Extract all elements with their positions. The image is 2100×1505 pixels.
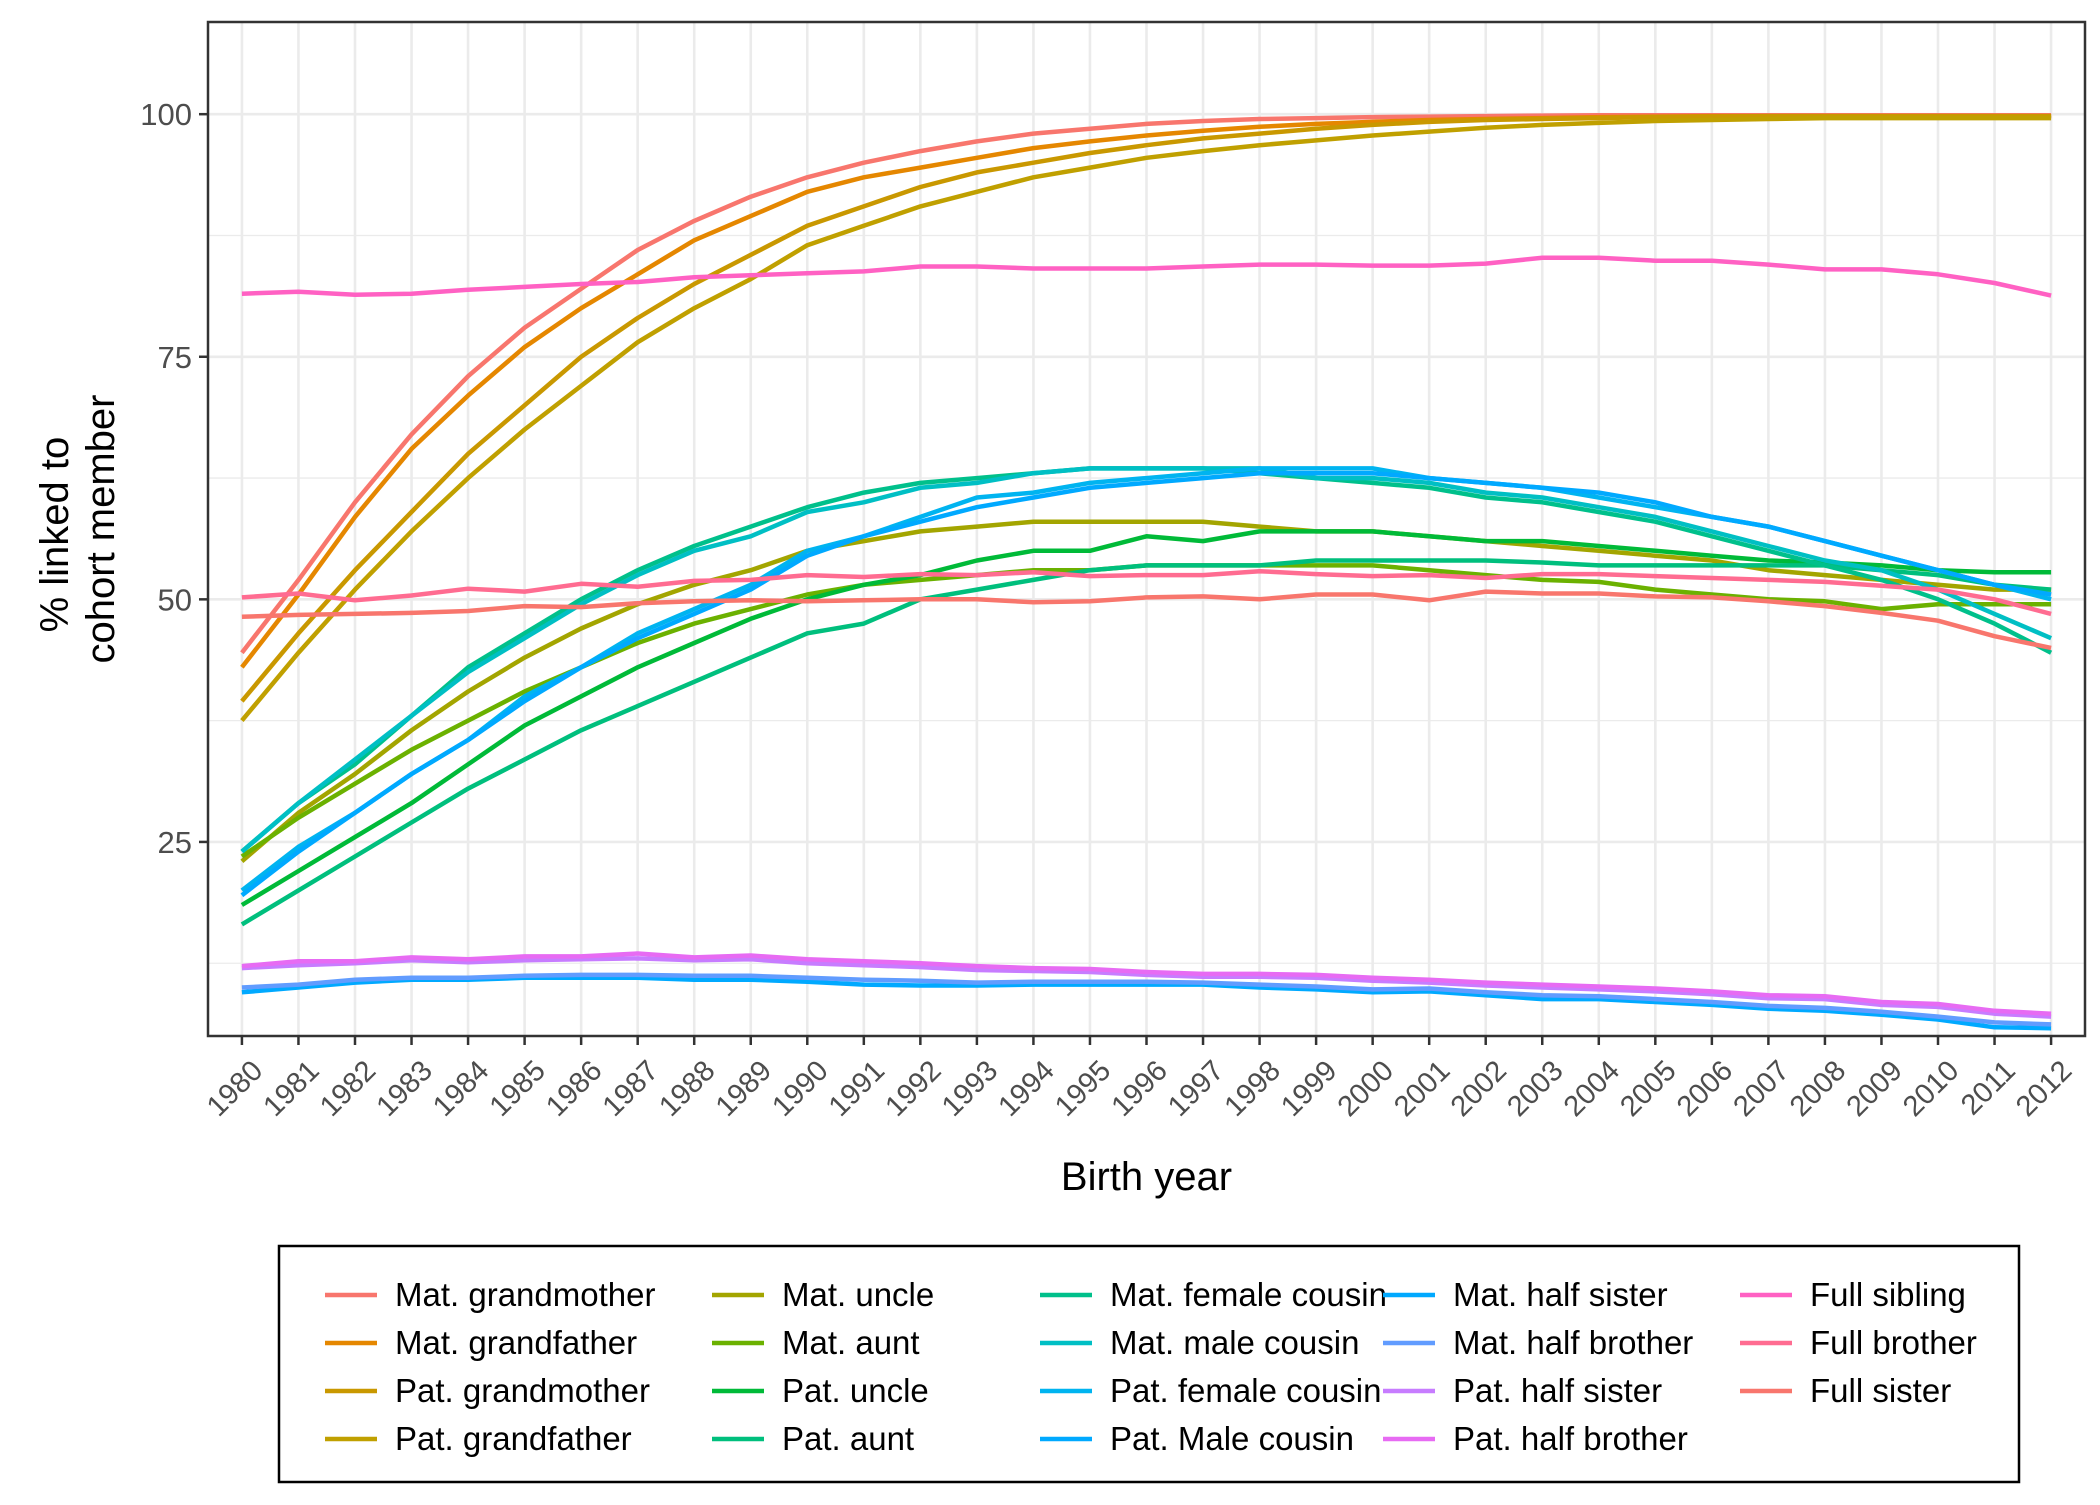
- y-tick-label: 25: [158, 825, 192, 860]
- legend-label: Full sister: [1810, 1372, 1951, 1409]
- x-tick-label: 2011: [1955, 1055, 2022, 1122]
- legend-label: Pat. Male cousin: [1110, 1420, 1354, 1457]
- series-line-7: [240, 558, 2052, 927]
- x-axis-title: Birth year: [1061, 1155, 1232, 1199]
- x-tick-label: 1983: [371, 1055, 439, 1123]
- x-tick-label: 2003: [1501, 1055, 1569, 1123]
- legend-label: Pat. half brother: [1453, 1420, 1688, 1457]
- legend-label: Full sibling: [1810, 1276, 1966, 1313]
- legend-box: [277, 1244, 2021, 1484]
- series-line-18: [241, 589, 2052, 651]
- legend-label: Mat. grandmother: [395, 1276, 655, 1313]
- x-tick-label: 2000: [1332, 1055, 1400, 1123]
- x-tick-label: 1993: [936, 1055, 1004, 1123]
- x-tick-label: 2004: [1558, 1055, 1626, 1123]
- legend: Mat. grandmother Mat. grandfather Pat. gra…: [325, 1276, 1977, 1457]
- x-tick-label: 1995: [1049, 1055, 1117, 1123]
- legend-label: Mat. uncle: [782, 1276, 934, 1313]
- series-line-16: [241, 255, 2052, 298]
- series-line-3: [240, 115, 2052, 723]
- x-tick-label: 1991: [823, 1055, 891, 1123]
- legend-label: Pat. female cousin: [1110, 1372, 1381, 1409]
- x-tick-label: 2008: [1784, 1055, 1852, 1123]
- series-line-15: [241, 951, 2052, 1016]
- x-tick-label: 1985: [484, 1055, 552, 1123]
- series-line-9: [240, 466, 2052, 854]
- x-tick-label: 1998: [1219, 1055, 1287, 1123]
- x-tick-label: 2007: [1727, 1055, 1795, 1123]
- legend-label: Pat. aunt: [782, 1420, 914, 1457]
- legend-label: Mat. half sister: [1453, 1276, 1668, 1313]
- x-tick-label: 1981: [258, 1055, 326, 1123]
- y-axis-title-line-2: cohort member: [79, 395, 123, 664]
- x-tick-label: 1989: [710, 1055, 778, 1123]
- y-axis-title: % linked to cohort member: [33, 395, 123, 664]
- x-tick-label: 1994: [992, 1055, 1060, 1123]
- x-tick-label: 1982: [314, 1055, 382, 1123]
- x-tick-label: 2010: [1897, 1055, 1965, 1123]
- legend-label: Pat. uncle: [782, 1372, 929, 1409]
- grid-lines: [208, 22, 2085, 1036]
- x-tick-label: 2006: [1671, 1055, 1739, 1123]
- legend-label: Mat. half brother: [1453, 1324, 1693, 1361]
- series-line-13: [241, 972, 2052, 1027]
- legend-label: Mat. grandfather: [395, 1324, 637, 1361]
- legend-label: Mat. aunt: [782, 1324, 920, 1361]
- legend-label: Pat. grandmother: [395, 1372, 650, 1409]
- legend-label: Pat. half sister: [1453, 1372, 1662, 1409]
- series-lines: [240, 112, 2053, 1031]
- x-tick-label: 1997: [1162, 1055, 1230, 1123]
- x-tick-label: 1992: [879, 1055, 947, 1123]
- x-tick-label: 2002: [1445, 1055, 1513, 1123]
- series-line-12: [241, 975, 2052, 1031]
- series-line-6: [240, 529, 2052, 907]
- y-tick-label: 75: [158, 340, 192, 375]
- x-tick-label: 1987: [597, 1055, 665, 1123]
- x-tick-label: 1986: [540, 1055, 608, 1123]
- series-line-17: [241, 568, 2052, 617]
- x-tick-label: 1999: [1275, 1055, 1343, 1123]
- x-tick-label: 1996: [1106, 1055, 1174, 1123]
- y-axis-title-line-1: % linked to: [33, 437, 77, 633]
- x-tick-label: 1988: [653, 1055, 721, 1123]
- x-tick-label: 1990: [766, 1055, 834, 1123]
- legend-label: Mat. male cousin: [1110, 1324, 1359, 1361]
- x-tick-label: 2009: [1841, 1055, 1909, 1123]
- series-line-11: [240, 470, 2052, 898]
- y-tick-label: 50: [158, 582, 192, 617]
- y-tick-label: 100: [140, 97, 192, 132]
- series-line-14: [241, 956, 2052, 1019]
- x-tick-label: 2012: [2010, 1055, 2078, 1123]
- x-tick-label: 2001: [1388, 1055, 1456, 1123]
- series-line-2: [240, 113, 2052, 703]
- legend-label: Pat. grandfather: [395, 1420, 632, 1457]
- x-tick-label: 1980: [201, 1055, 269, 1123]
- legend-label: Mat. female cousin: [1110, 1276, 1387, 1313]
- x-tick-label: 1984: [427, 1055, 495, 1123]
- x-tick-label: 2005: [1614, 1055, 1682, 1123]
- legend-label: Full brother: [1810, 1324, 1977, 1361]
